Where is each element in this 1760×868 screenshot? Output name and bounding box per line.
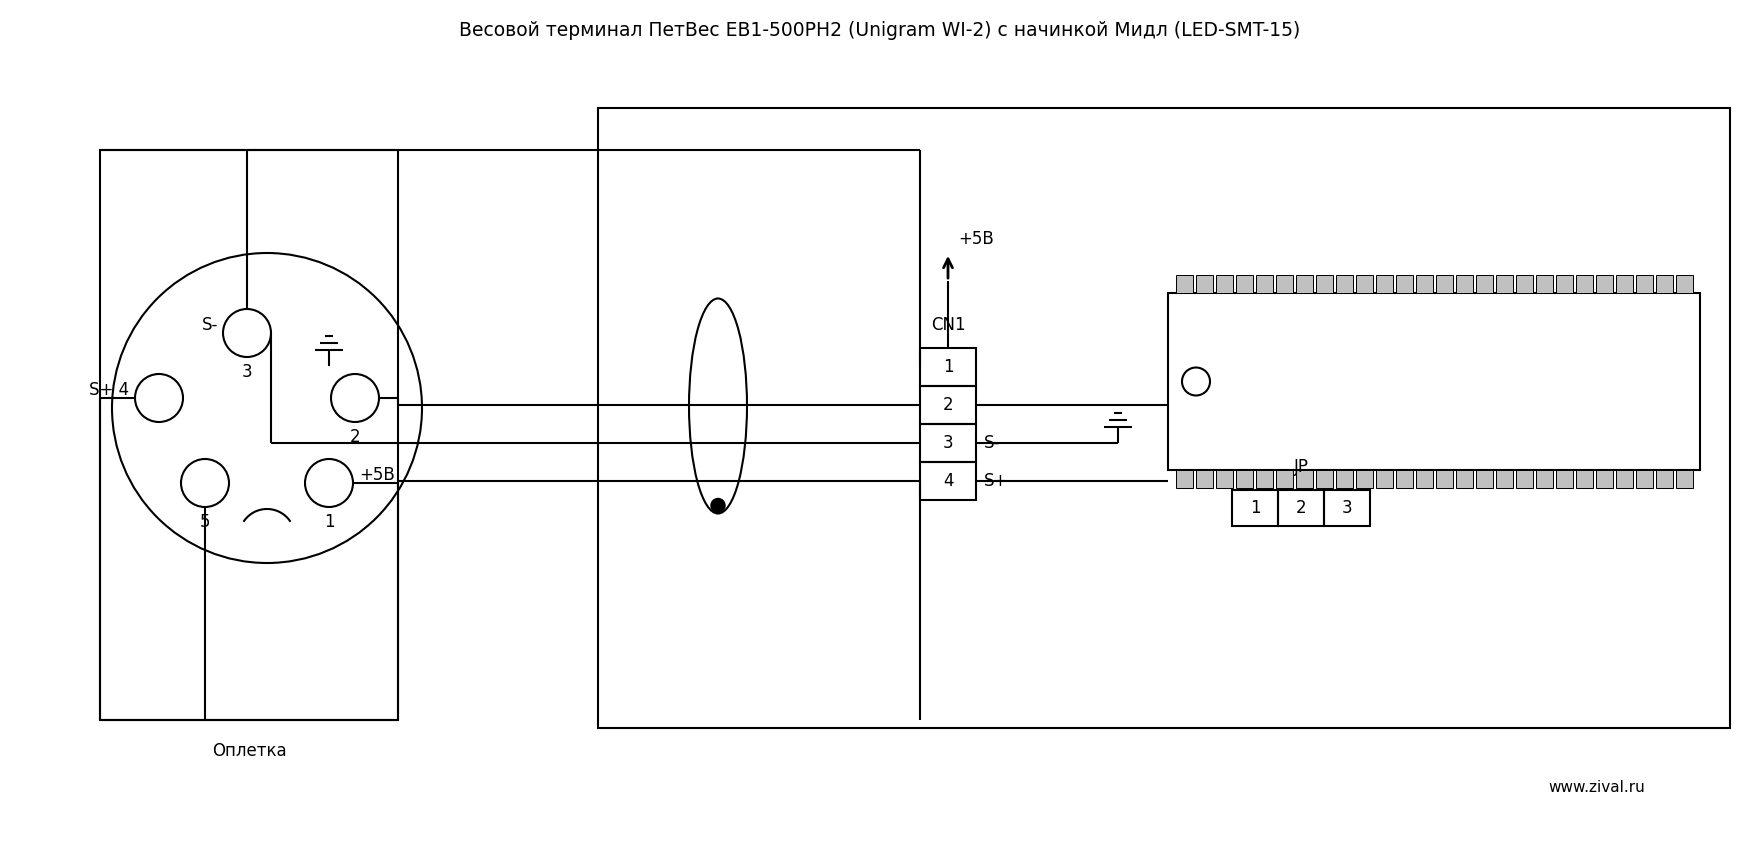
Text: 3: 3 bbox=[943, 434, 954, 452]
Bar bbox=[1232, 490, 1278, 526]
Bar bbox=[1475, 275, 1492, 293]
Bar bbox=[1575, 275, 1593, 293]
Bar bbox=[1236, 470, 1253, 488]
Bar bbox=[1176, 275, 1193, 293]
Bar bbox=[1415, 275, 1433, 293]
Bar bbox=[1195, 470, 1213, 488]
Bar bbox=[1276, 470, 1292, 488]
Bar bbox=[920, 348, 977, 386]
Bar bbox=[1396, 275, 1413, 293]
Text: 4: 4 bbox=[943, 472, 954, 490]
Bar bbox=[1535, 470, 1552, 488]
Bar bbox=[1336, 275, 1352, 293]
Text: 3: 3 bbox=[241, 363, 252, 381]
Bar bbox=[1376, 470, 1392, 488]
Bar bbox=[1676, 275, 1693, 293]
Text: 2: 2 bbox=[1295, 499, 1306, 517]
Text: S+: S+ bbox=[984, 472, 1008, 490]
Bar bbox=[1276, 275, 1292, 293]
Bar bbox=[1295, 275, 1313, 293]
Bar bbox=[1676, 470, 1693, 488]
Bar bbox=[1575, 470, 1593, 488]
Bar bbox=[1355, 470, 1373, 488]
Bar bbox=[1436, 470, 1452, 488]
Text: 2: 2 bbox=[350, 428, 361, 446]
Bar bbox=[1456, 470, 1473, 488]
Bar bbox=[1475, 470, 1492, 488]
Bar bbox=[1556, 470, 1572, 488]
Text: S-: S- bbox=[984, 434, 1000, 452]
Text: JP: JP bbox=[1294, 458, 1308, 476]
Bar bbox=[1496, 470, 1512, 488]
Bar bbox=[1656, 275, 1672, 293]
Bar bbox=[1616, 275, 1633, 293]
Bar bbox=[1315, 470, 1332, 488]
Bar bbox=[1255, 470, 1272, 488]
Bar bbox=[1278, 490, 1324, 526]
Bar bbox=[1616, 470, 1633, 488]
Text: Оплетка: Оплетка bbox=[211, 742, 287, 760]
Bar bbox=[1336, 470, 1352, 488]
Bar bbox=[1456, 275, 1473, 293]
Bar bbox=[1415, 470, 1433, 488]
Bar bbox=[1656, 470, 1672, 488]
Bar bbox=[1195, 275, 1213, 293]
Text: 3: 3 bbox=[1341, 499, 1352, 517]
Bar bbox=[1515, 470, 1533, 488]
Text: 1: 1 bbox=[943, 358, 954, 376]
Bar bbox=[100, 150, 398, 720]
Text: CN1: CN1 bbox=[931, 316, 964, 334]
Bar bbox=[1515, 275, 1533, 293]
Bar bbox=[1315, 275, 1332, 293]
Bar bbox=[1596, 275, 1612, 293]
Bar bbox=[1176, 470, 1193, 488]
Bar bbox=[1596, 470, 1612, 488]
Text: S+ 4: S+ 4 bbox=[88, 381, 128, 399]
Bar bbox=[1295, 470, 1313, 488]
Text: 2: 2 bbox=[943, 396, 954, 414]
Bar bbox=[1216, 275, 1232, 293]
Bar bbox=[1535, 275, 1552, 293]
Bar bbox=[1324, 490, 1369, 526]
Bar bbox=[1635, 275, 1653, 293]
Text: www.zival.ru: www.zival.ru bbox=[1549, 780, 1646, 795]
Bar bbox=[1556, 275, 1572, 293]
Text: 1: 1 bbox=[324, 513, 334, 531]
Text: +5B: +5B bbox=[957, 230, 994, 248]
Bar bbox=[920, 386, 977, 424]
Text: 1: 1 bbox=[1250, 499, 1260, 517]
Bar bbox=[1355, 275, 1373, 293]
Bar bbox=[1436, 275, 1452, 293]
Bar bbox=[598, 108, 1730, 728]
Bar bbox=[1496, 275, 1512, 293]
Bar bbox=[1236, 275, 1253, 293]
Bar bbox=[1376, 275, 1392, 293]
Text: 5: 5 bbox=[199, 513, 209, 531]
Bar bbox=[1169, 293, 1700, 470]
Text: +5B: +5B bbox=[359, 466, 394, 484]
Bar bbox=[1396, 470, 1413, 488]
Text: Весовой терминал ПетВес ЕВ1-500РН2 (Unigram WI-2) с начинкой Мидл (LED-SMT-15): Весовой терминал ПетВес ЕВ1-500РН2 (Unig… bbox=[459, 21, 1301, 40]
Circle shape bbox=[711, 498, 725, 512]
Bar bbox=[1255, 275, 1272, 293]
Bar bbox=[920, 424, 977, 462]
Text: S-: S- bbox=[202, 316, 218, 334]
Bar bbox=[920, 462, 977, 500]
Bar bbox=[1635, 470, 1653, 488]
Bar bbox=[1216, 470, 1232, 488]
